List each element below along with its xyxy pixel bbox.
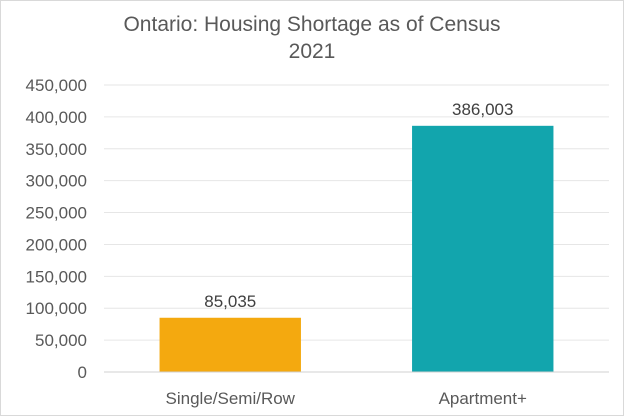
y-tick-label: 150,000: [26, 267, 87, 286]
y-tick-label: 50,000: [35, 331, 87, 350]
y-tick-label: 450,000: [26, 76, 87, 95]
y-tick-label: 350,000: [26, 140, 87, 159]
bar-single-semi-row: [159, 317, 301, 372]
y-tick-label: 100,000: [26, 299, 87, 318]
data-label: 386,003: [452, 100, 513, 119]
bars: 85,035 386,003: [159, 100, 554, 373]
data-label: 85,035: [204, 292, 256, 311]
y-tick-label: 250,000: [26, 204, 87, 223]
y-tick-label: 400,000: [26, 108, 87, 127]
x-tick-label: Apartment+: [439, 389, 527, 408]
bar-apartment: [412, 125, 554, 373]
chart-title: Ontario: Housing Shortage as of Census 2…: [1, 11, 623, 65]
chart-title-line-2: 2021: [288, 40, 336, 63]
chart-title-line-1: Ontario: Housing Shortage as of Census: [123, 13, 501, 36]
y-tick-label: 200,000: [26, 235, 87, 254]
y-tick-label: 300,000: [26, 172, 87, 191]
x-tick-label: Single/Semi/Row: [166, 389, 296, 408]
y-tick-label: 0: [78, 363, 87, 382]
y-axis-tick-labels: 0 50,000 100,000 150,000 200,000 250,000 300,0…: [26, 76, 87, 382]
x-axis-tick-labels: Single/Semi/Row Apartment+: [166, 389, 527, 408]
